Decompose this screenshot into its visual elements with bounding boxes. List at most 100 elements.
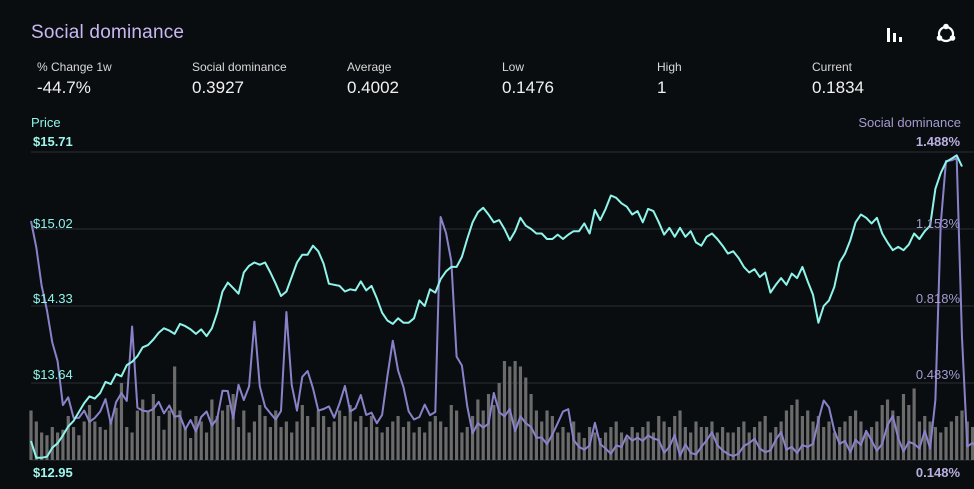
- volume-bar: [550, 416, 554, 460]
- volume-bar: [630, 427, 634, 460]
- volume-bar: [77, 435, 81, 460]
- volume-bar: [880, 405, 884, 460]
- volume-bar: [832, 432, 836, 460]
- volume-bar: [609, 427, 613, 460]
- volume-bar: [603, 432, 608, 460]
- volume-bar: [332, 421, 336, 460]
- volume-bar: [960, 410, 964, 460]
- volume-bar: [380, 432, 384, 460]
- volume-bar: [93, 421, 97, 460]
- volume-bar: [779, 421, 783, 460]
- volume-bar: [322, 416, 326, 460]
- stat-current: Current 0.1834: [812, 60, 864, 98]
- left-tick-label: $15.71: [33, 134, 73, 149]
- volume-bar: [651, 432, 656, 460]
- volume-bar: [736, 427, 741, 460]
- volume-bar: [199, 421, 203, 460]
- volume-bar: [885, 399, 890, 460]
- volume-bar: [800, 416, 804, 460]
- volume-bar: [300, 405, 304, 460]
- stat-value: 0.4002: [347, 78, 399, 97]
- volume-bar: [141, 399, 145, 460]
- volume-bar: [125, 427, 129, 460]
- volume-bar: [45, 435, 49, 460]
- volume-bar: [556, 432, 560, 460]
- volume-bar: [82, 421, 86, 460]
- left-tick-label: $14.33: [33, 291, 73, 306]
- volume-bar: [763, 416, 767, 460]
- volume-bar: [428, 421, 432, 460]
- stat-label: Current: [812, 60, 853, 74]
- volume-bar: [917, 421, 922, 460]
- volume-bar: [726, 432, 730, 460]
- volume-bar: [433, 416, 437, 460]
- volume-bar: [337, 410, 342, 460]
- volume-bar: [87, 405, 92, 460]
- stat-value: 1: [657, 78, 667, 97]
- volume-bar: [385, 427, 390, 460]
- right-tick-label: 0.483%: [915, 367, 960, 382]
- volume-bar: [641, 427, 645, 460]
- volume-bar: [268, 427, 272, 460]
- volume-bar: [316, 410, 320, 460]
- volume-bar: [226, 405, 230, 460]
- volume-bar: [162, 429, 166, 460]
- stat-label: % Change 1w: [37, 60, 112, 74]
- volume-bar: [311, 427, 315, 460]
- volume-bar: [646, 421, 650, 460]
- volume-bar: [492, 405, 496, 460]
- volume-bar: [178, 410, 182, 460]
- volume-bar: [263, 416, 267, 460]
- volume-bar: [944, 427, 948, 460]
- volume-bar: [955, 416, 959, 460]
- volume-bar: [34, 421, 38, 460]
- volume-bar: [412, 432, 416, 460]
- volume-bar: [348, 405, 352, 460]
- right-tick-label: 1.153%: [915, 216, 960, 231]
- stat-value: 0.1476: [502, 78, 554, 97]
- volume-bar: [561, 427, 565, 460]
- volume-bar: [901, 394, 906, 460]
- volume-bar: [795, 399, 799, 460]
- volume-bar: [417, 427, 421, 460]
- volume-bar: [752, 427, 757, 460]
- volume-bar: [854, 410, 858, 460]
- volume-bar: [306, 416, 310, 460]
- stat-low: Low 0.1476: [502, 60, 554, 98]
- volume-bar: [694, 421, 698, 460]
- volume-bar: [513, 361, 517, 460]
- volume-bar: [29, 410, 33, 460]
- volume-bar: [210, 399, 214, 460]
- volume-bar: [423, 432, 427, 460]
- volume-bar: [678, 410, 682, 460]
- chart-title: Social dominance: [31, 22, 185, 43]
- volume-bar: [274, 410, 278, 460]
- volume-bar: [258, 405, 262, 460]
- volume-bar: [396, 416, 400, 460]
- share-network-icon[interactable]: [934, 22, 958, 46]
- volume-bar: [439, 421, 443, 460]
- volume-bar: [56, 432, 60, 460]
- volume-bar: [295, 421, 299, 460]
- volume-bar: [859, 421, 863, 460]
- bar-chart-icon[interactable]: [883, 22, 907, 46]
- volume-bar: [204, 432, 209, 460]
- volume-bar: [699, 427, 703, 460]
- volume-bar: [189, 438, 193, 460]
- volume-bar: [157, 416, 161, 460]
- volume-bar: [167, 410, 171, 460]
- volume-bar: [864, 432, 868, 460]
- volume-bar: [827, 421, 831, 460]
- volume-bar: [497, 383, 501, 460]
- volume-bar: [875, 421, 879, 460]
- volume-bar: [242, 410, 246, 460]
- left-tick-label: $13.64: [33, 367, 73, 382]
- volume-bar: [109, 418, 113, 460]
- volume-bar: [66, 416, 70, 460]
- volume-bar: [502, 361, 507, 460]
- volume-bar: [465, 427, 469, 460]
- volume-bar: [470, 416, 475, 460]
- volume-bar: [891, 410, 895, 460]
- volume-bar: [657, 416, 661, 460]
